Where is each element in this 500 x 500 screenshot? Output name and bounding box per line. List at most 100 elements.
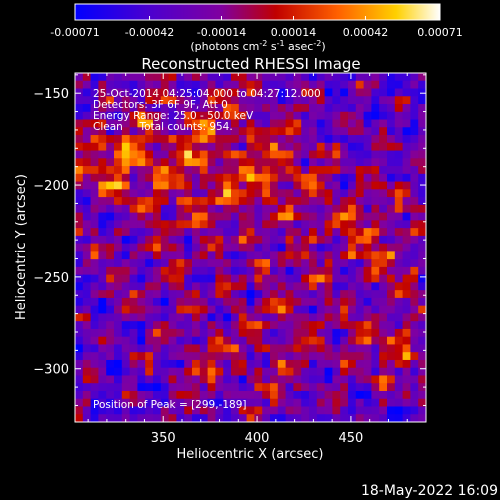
heatmap-cell	[199, 290, 209, 299]
heatmap-cell	[394, 305, 404, 315]
heatmap-cell	[270, 406, 279, 415]
heatmap-cell	[168, 73, 177, 82]
heatmap-cell	[418, 274, 426, 283]
heatmap-cell	[199, 119, 209, 128]
heatmap-cell	[145, 220, 154, 229]
heatmap-cell	[332, 344, 341, 353]
colorbar-tick-label: 0.00071	[417, 26, 463, 39]
heatmap-cell	[153, 142, 162, 152]
heatmap-cell	[309, 266, 318, 276]
heatmap-cell	[192, 80, 201, 90]
heatmap-cell	[215, 181, 224, 190]
heatmap-cell	[238, 282, 248, 291]
heatmap-cell	[340, 228, 349, 237]
annotation-clean-counts: Clean Total counts: 954.	[93, 121, 233, 133]
heatmap-cell	[363, 383, 372, 392]
heatmap-cell	[192, 390, 201, 400]
heatmap-cell	[192, 328, 201, 338]
heatmap-cell	[207, 243, 216, 252]
heatmap-cell	[379, 305, 388, 315]
heatmap-cell	[246, 80, 255, 90]
heatmap-cell	[387, 142, 396, 152]
heatmap-cell	[410, 173, 419, 183]
heatmap-cell	[215, 398, 224, 408]
heatmap-cell	[207, 406, 216, 415]
heatmap-cell	[199, 359, 209, 369]
heatmap-cell	[207, 73, 216, 82]
heatmap-cell	[168, 383, 177, 392]
heatmap-cell	[387, 88, 396, 97]
heatmap-cell	[293, 96, 302, 105]
heatmap-cell	[114, 173, 123, 183]
heatmap-cell	[277, 88, 287, 97]
heatmap-cell	[277, 173, 287, 183]
heatmap-cell	[371, 189, 380, 198]
heatmap-cell	[348, 212, 357, 221]
heatmap-cell	[363, 228, 372, 237]
heatmap-cell	[277, 243, 287, 252]
heatmap-cell	[402, 235, 411, 245]
heatmap-cell	[332, 150, 341, 159]
heatmap-cell	[223, 189, 232, 198]
heatmap-cell	[332, 336, 341, 346]
heatmap-cell	[262, 173, 271, 183]
heatmap-cell	[75, 212, 84, 221]
heatmap-cell	[254, 158, 263, 167]
heatmap-cell	[387, 359, 396, 369]
heatmap-cell	[410, 313, 419, 322]
heatmap-cell	[184, 135, 193, 144]
heatmap-cell	[371, 204, 380, 214]
heatmap-cell	[301, 313, 310, 322]
heatmap-cell	[293, 220, 302, 229]
heatmap-cell	[114, 181, 123, 190]
heatmap-cell	[309, 305, 318, 315]
heatmap-cell	[231, 352, 240, 361]
heatmap-cell	[207, 398, 216, 408]
heatmap-cell	[270, 390, 279, 400]
heatmap-cell	[402, 406, 411, 415]
heatmap-cell	[309, 243, 318, 252]
heatmap-cell	[387, 274, 396, 283]
heatmap-cell	[324, 383, 333, 392]
heatmap-cell	[184, 197, 193, 206]
heatmap-cell	[129, 88, 138, 97]
heatmap-cell	[254, 305, 263, 315]
heatmap-cell	[98, 367, 107, 377]
y-tick-label: −200	[33, 179, 69, 194]
heatmap-cell	[285, 266, 294, 276]
heatmap-cell	[192, 398, 201, 408]
heatmap-cell	[215, 390, 224, 400]
heatmap-cell	[106, 73, 115, 82]
heatmap-cell	[402, 212, 411, 221]
heatmap-cell	[153, 181, 162, 190]
heatmap-cell	[316, 135, 326, 144]
heatmap-cell	[176, 212, 185, 221]
heatmap-cell	[207, 375, 216, 384]
heatmap-cell	[270, 266, 279, 276]
y-tick-label: −150	[33, 87, 69, 102]
heatmap-image	[75, 73, 426, 422]
heatmap-cell	[340, 367, 349, 377]
heatmap-cell	[254, 328, 263, 338]
heatmap-cell	[262, 220, 271, 229]
heatmap-cell	[340, 313, 349, 322]
heatmap-cell	[192, 375, 201, 384]
heatmap-cell	[153, 158, 162, 167]
heatmap-cell	[387, 313, 396, 322]
heatmap-cell	[192, 352, 201, 361]
heatmap-cell	[332, 228, 341, 237]
heatmap-cell	[207, 274, 216, 283]
heatmap-cell	[106, 305, 115, 315]
heatmap-cell	[254, 266, 263, 276]
heatmap-cell	[246, 359, 255, 369]
heatmap-cell	[90, 158, 99, 167]
heatmap-cell	[293, 266, 302, 276]
heatmap-cell	[246, 166, 255, 175]
heatmap-cell	[402, 173, 411, 183]
heatmap-cell	[184, 235, 193, 245]
heatmap-cell	[355, 127, 365, 136]
heatmap-cell	[363, 328, 372, 338]
heatmap-cell	[316, 259, 326, 268]
heatmap-cell	[137, 73, 146, 82]
heatmap-cell	[238, 127, 248, 136]
